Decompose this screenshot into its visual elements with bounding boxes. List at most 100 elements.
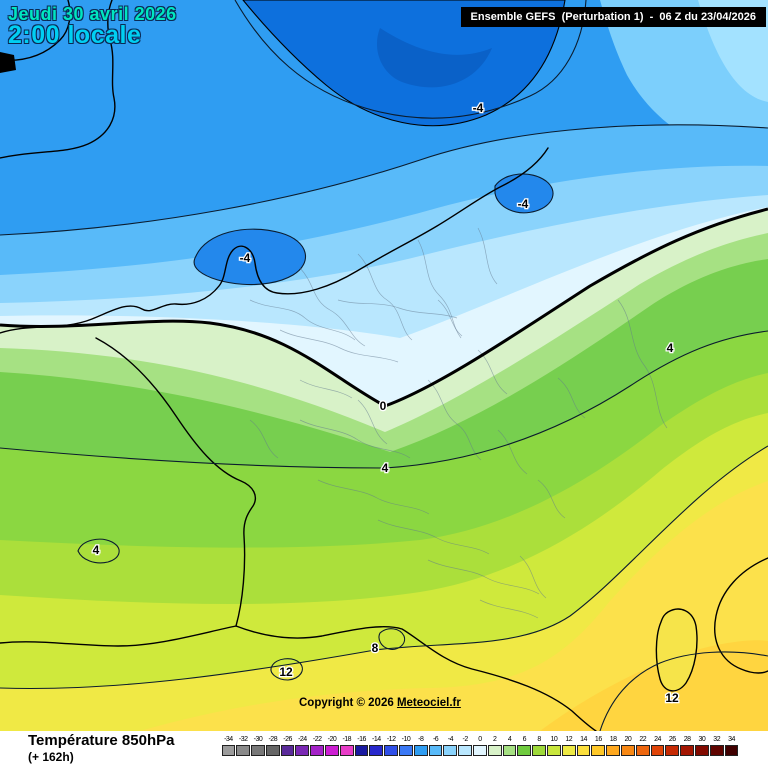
scale-swatch [547, 745, 561, 756]
scale-swatch [561, 745, 576, 756]
scale-cell: -22 [310, 735, 325, 756]
legend-bar: Température 850hPa (+ 162h) -34 -32 -30 -28… [0, 731, 768, 768]
scale-value: -32 [238, 736, 248, 743]
scale-cell: -32 [236, 735, 251, 756]
contour-label: 4 [382, 461, 389, 475]
scale-value: -28 [268, 736, 278, 743]
scale-swatch [339, 745, 354, 756]
coastlines [0, 0, 768, 731]
scale-value: 0 [478, 736, 482, 743]
scale-value: -18 [342, 736, 352, 743]
scale-value: 18 [609, 736, 617, 743]
contour-label: -4 [518, 197, 529, 211]
contour-label: 4 [93, 543, 100, 557]
scale-cell: 24 [650, 735, 665, 756]
scale-swatch [502, 745, 517, 756]
scale-value: -34 [224, 736, 233, 743]
scale-cell: -26 [280, 735, 295, 756]
scale-swatch [709, 745, 724, 756]
scale-cell: -24 [295, 735, 310, 756]
scale-value: -16 [357, 736, 366, 743]
scale-swatch [517, 745, 532, 756]
contour-label: 12 [665, 691, 679, 705]
scale-swatch [621, 745, 635, 756]
scale-cell: 32 [709, 735, 724, 756]
scale-swatch [354, 745, 369, 756]
scale-value: 6 [522, 736, 527, 743]
contour-label: 8 [372, 641, 379, 655]
scale-swatch [606, 745, 621, 756]
scale-cell: 26 [665, 735, 680, 756]
scale-swatch [369, 745, 384, 756]
scale-swatch [473, 745, 487, 756]
scale-value: -8 [418, 736, 424, 743]
copyright-site-link[interactable]: Meteociel.fr [396, 697, 461, 709]
scale-cell: 6 [517, 735, 532, 756]
forecast-date: Jeudi 30 avril 2026 [8, 4, 177, 24]
model-banner: Ensemble GEFS (Perturbation 1) - 06 Z du… [460, 7, 766, 27]
scale-cell: -6 [428, 735, 443, 756]
scale-value: 12 [565, 736, 573, 743]
island-corsica [655, 608, 698, 692]
temperature-contours [0, 0, 768, 731]
scale-cell: -18 [339, 735, 354, 756]
scale-value: 24 [654, 736, 661, 743]
scale-value: -10 [401, 736, 411, 743]
contour-labels: -4 -4 -4 0 4 4 4 8 12 12 [91, 100, 680, 707]
scale-cell: 4 [502, 735, 517, 756]
scale-swatch [443, 745, 458, 756]
scale-value: -12 [386, 736, 396, 743]
scale-swatch [650, 745, 665, 756]
scale-cell: 2 [487, 735, 502, 756]
scale-swatch [236, 745, 251, 756]
scale-cell: -2 [458, 735, 473, 756]
scale-value: -20 [327, 736, 337, 743]
scale-cell: 22 [635, 735, 650, 756]
scale-value: 28 [683, 736, 691, 743]
scale-cell: 34 [724, 735, 739, 756]
scale-cell: -14 [369, 735, 384, 756]
color-scale: -34 -32 -30 -28 -26 -24 -22 -20 -18 -16 -14 -12 -10-… [221, 735, 739, 756]
scale-swatch [458, 745, 473, 756]
scale-value: 16 [594, 736, 602, 743]
scale-swatch [310, 745, 325, 756]
contour-label: 4 [667, 341, 674, 355]
scale-swatch [635, 745, 650, 756]
scale-swatch [280, 745, 295, 756]
scale-cell: -16 [354, 735, 369, 756]
scale-cell: 12 [561, 735, 576, 756]
scale-cell: -12 [384, 735, 399, 756]
scale-swatch [591, 745, 606, 756]
scale-cell: 16 [591, 735, 606, 756]
scale-swatch [221, 745, 236, 756]
scale-cell: 0 [473, 735, 488, 756]
copyright-text: Copyright © 2026 [299, 697, 397, 709]
forecast-time: 2:00 locale [8, 21, 142, 50]
scale-value: 4 [507, 736, 512, 743]
admin-boundaries [249, 227, 668, 619]
timestamp-overlay: Jeudi 30 avril 2026 2:00 locale [8, 5, 177, 49]
scale-swatch [413, 745, 428, 756]
scale-swatch [576, 745, 591, 756]
scale-swatch [384, 745, 399, 756]
scale-value: -26 [283, 736, 292, 743]
scale-value: 10 [550, 736, 558, 743]
scale-value: 26 [668, 736, 676, 743]
scale-swatch [428, 745, 443, 756]
copyright: Copyright © 2026 Meteociel.fr [299, 697, 461, 709]
scale-swatch [680, 745, 694, 756]
scale-swatch [295, 745, 310, 756]
scale-value: -24 [298, 736, 307, 743]
contour-label: 0 [380, 399, 387, 413]
scale-value: 32 [713, 736, 721, 743]
scale-swatch [724, 745, 739, 756]
scale-value: 30 [698, 736, 706, 743]
scale-cell: -10 [399, 735, 414, 756]
minus4-closed-contour [193, 228, 306, 286]
scale-value: -14 [372, 736, 381, 743]
scale-swatch [665, 745, 680, 756]
legend-title: Température 850hPa [28, 732, 175, 749]
legend-forecast-step: (+ 162h) [28, 750, 74, 764]
scale-value: -4 [447, 736, 454, 743]
scale-swatch [265, 745, 280, 756]
